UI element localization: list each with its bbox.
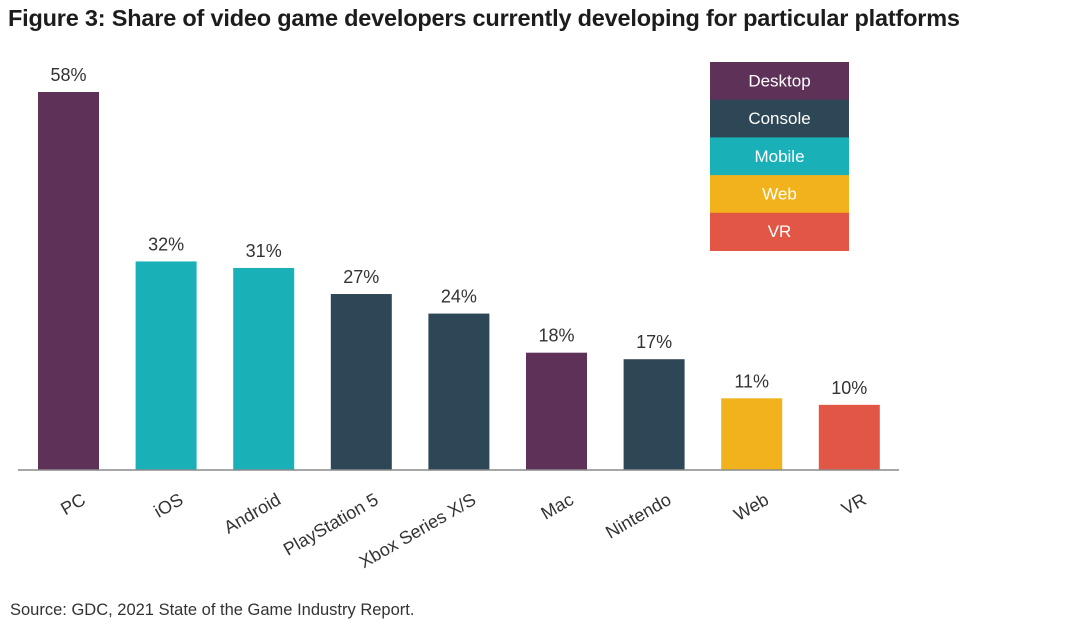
bar-1 bbox=[135, 261, 197, 470]
bar-7 bbox=[721, 398, 783, 470]
legend-label-3: Web bbox=[762, 184, 797, 203]
legend-label-4: VR bbox=[768, 222, 792, 241]
source-note: Source: GDC, 2021 State of the Game Indu… bbox=[10, 601, 415, 619]
legend-label-1: Console bbox=[748, 109, 810, 128]
value-label-1: 32% bbox=[148, 234, 184, 254]
value-label-5: 18% bbox=[538, 326, 574, 346]
legend: Desktop Console Mobile Web VR bbox=[710, 62, 849, 251]
bar-8 bbox=[818, 404, 880, 470]
value-label-4: 24% bbox=[441, 287, 477, 307]
bars-group bbox=[38, 92, 880, 470]
value-label-8: 10% bbox=[831, 378, 867, 398]
legend-swatch-4 bbox=[710, 212, 849, 251]
legend-label-2: Mobile bbox=[754, 147, 804, 166]
category-label-1: iOS bbox=[151, 489, 187, 521]
legend-swatch-0 bbox=[710, 62, 849, 101]
category-label-7: Web bbox=[730, 489, 772, 525]
legend-swatch-3 bbox=[710, 175, 849, 214]
bar-0 bbox=[38, 92, 99, 470]
category-label-5: Mac bbox=[537, 489, 576, 523]
category-label-6: Nintendo bbox=[602, 489, 674, 542]
category-label-8: VR bbox=[838, 489, 870, 519]
bar-4 bbox=[428, 313, 490, 470]
legend-swatch-1 bbox=[710, 99, 849, 138]
value-label-6: 17% bbox=[636, 332, 672, 352]
bar-5 bbox=[526, 352, 587, 470]
category-label-2: Android bbox=[220, 489, 284, 537]
legend-swatch-2 bbox=[710, 137, 849, 176]
value-label-0: 58% bbox=[50, 65, 86, 85]
value-labels-group: 58% 32% 31% 27% 24% 18% 17% 11% 10% bbox=[50, 65, 867, 398]
value-label-2: 31% bbox=[246, 241, 282, 261]
chart-title: Figure 3: Share of video game developers… bbox=[8, 5, 960, 31]
value-label-3: 27% bbox=[343, 267, 379, 287]
value-label-7: 11% bbox=[734, 371, 769, 391]
legend-label-0: Desktop bbox=[748, 71, 810, 90]
bar-2 bbox=[233, 267, 295, 470]
category-label-0: PC bbox=[57, 489, 89, 519]
bar-3 bbox=[330, 294, 392, 470]
bar-6 bbox=[623, 359, 685, 470]
